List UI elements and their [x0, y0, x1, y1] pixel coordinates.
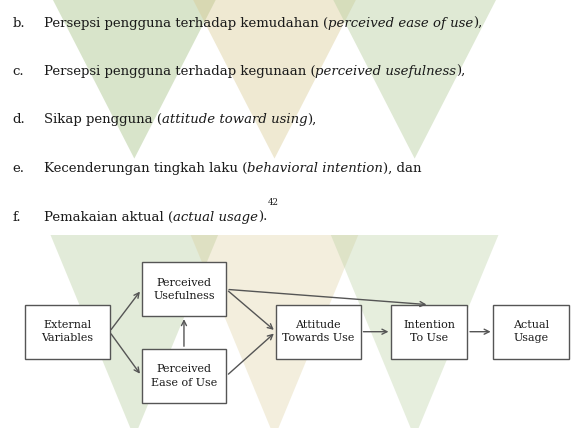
Polygon shape [187, 226, 362, 428]
Text: behavioral intention: behavioral intention [247, 162, 383, 175]
Text: actual usage: actual usage [173, 211, 258, 224]
Text: Pemakaian aktual (: Pemakaian aktual ( [44, 211, 173, 224]
Text: attitude toward using: attitude toward using [162, 113, 307, 126]
Polygon shape [327, 226, 502, 428]
Text: Kecenderungan tingkah laku (: Kecenderungan tingkah laku ( [44, 162, 247, 175]
Text: Intention
To Use: Intention To Use [403, 320, 456, 343]
Text: ),: ), [473, 17, 482, 30]
Text: ), dan: ), dan [383, 162, 422, 175]
Text: e.: e. [13, 162, 25, 175]
Text: c.: c. [13, 65, 25, 77]
Text: f.: f. [13, 211, 22, 224]
Polygon shape [327, 0, 502, 159]
Text: perceived usefulness: perceived usefulness [315, 65, 457, 77]
Polygon shape [47, 0, 222, 159]
Text: Perceived
Usefulness: Perceived Usefulness [153, 278, 215, 301]
Text: Sikap pengguna (: Sikap pengguna ( [44, 113, 162, 126]
Bar [391, 305, 467, 359]
Text: perceived ease of use: perceived ease of use [328, 17, 473, 30]
Bar [276, 305, 360, 359]
Bar [493, 305, 569, 359]
Text: Persepsi pengguna terhadap kegunaan (: Persepsi pengguna terhadap kegunaan ( [44, 65, 315, 77]
Text: ),: ), [307, 113, 317, 126]
Text: Perceived
Ease of Use: Perceived Ease of Use [151, 364, 217, 388]
Text: Persepsi pengguna terhadap kemudahan (: Persepsi pengguna terhadap kemudahan ( [44, 17, 328, 30]
Text: d.: d. [13, 113, 26, 126]
Polygon shape [187, 0, 362, 159]
Text: ).: ). [258, 211, 267, 224]
Text: Actual
Usage: Actual Usage [513, 320, 550, 343]
Bar [141, 262, 226, 316]
Bar [25, 305, 110, 359]
Text: Attitude
Towards Use: Attitude Towards Use [282, 320, 354, 343]
Polygon shape [47, 226, 222, 428]
Text: ),: ), [457, 65, 465, 77]
Text: External
Variables: External Variables [41, 320, 93, 343]
Bar [141, 349, 226, 403]
Text: 42: 42 [267, 198, 279, 207]
Text: b.: b. [13, 17, 26, 30]
